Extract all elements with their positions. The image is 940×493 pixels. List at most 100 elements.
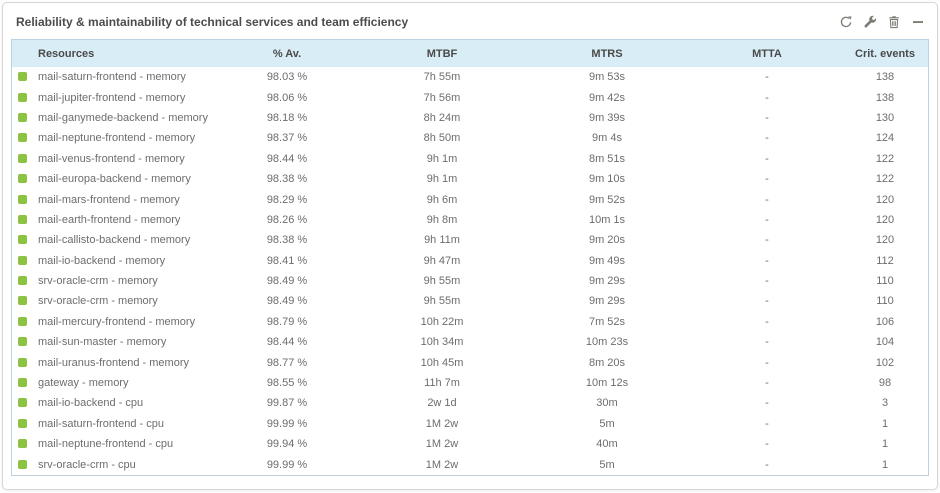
mtta-cell: -: [765, 438, 769, 451]
column-header-mtta[interactable]: MTTA: [692, 40, 842, 67]
status-ok-icon: [18, 133, 27, 143]
crit-events-cell: 122: [875, 152, 895, 165]
resource-name[interactable]: mail-ganymede-backend - memory: [38, 111, 208, 124]
status-ok-icon: [18, 418, 27, 428]
crit-events-cell: 122: [875, 173, 895, 186]
resource-name[interactable]: srv-oracle-crm - cpu: [38, 458, 136, 471]
mtrs-cell: 9m 42s: [588, 91, 626, 104]
resource-name[interactable]: mail-neptune-frontend - memory: [38, 132, 196, 145]
table-row: mail-ganymede-backend - memory 98.18 % 8h …: [12, 108, 928, 128]
mtta-cell: -: [765, 71, 769, 84]
availability-cell: 98.79 %: [266, 315, 308, 328]
resource-cell: mail-neptune-frontend - memory: [12, 128, 212, 148]
resource-name[interactable]: gateway - memory: [38, 377, 129, 390]
resource-name[interactable]: mail-io-backend - memory: [38, 254, 166, 267]
mtbf-cell: 7h 56m: [423, 91, 461, 104]
resource-name[interactable]: mail-callisto-backend - memory: [38, 234, 191, 247]
mtta-cell: -: [765, 315, 769, 328]
minus-icon: [912, 20, 923, 23]
status-ok-icon: [18, 316, 27, 326]
mtta-cell: -: [765, 132, 769, 145]
widget-title: Reliability & maintainability of technic…: [16, 14, 409, 29]
availability-cell: 98.38 %: [266, 173, 308, 186]
mtta-cell: -: [765, 254, 769, 267]
availability-cell: 99.87 %: [266, 397, 308, 410]
resource-name[interactable]: mail-jupiter-frontend - memory: [38, 91, 186, 104]
resource-name[interactable]: srv-oracle-crm - memory: [38, 295, 158, 308]
resource-cell: mail-uranus-frontend - memory: [12, 352, 212, 372]
table-row: mail-mercury-frontend - memory 98.79 % 10h…: [12, 312, 928, 332]
mtta-cell: -: [765, 173, 769, 186]
resource-name[interactable]: mail-io-backend - cpu: [38, 397, 144, 410]
resource-cell: mail-mars-frontend - memory: [12, 189, 212, 209]
availability-cell: 98.44 %: [266, 152, 308, 165]
mtta-cell: -: [765, 234, 769, 247]
resource-cell: gateway - memory: [12, 373, 212, 393]
table-row: mail-saturn-frontend - memory 98.03 % 7h 5…: [12, 67, 928, 87]
crit-events-cell: 110: [876, 295, 894, 308]
column-header-resources[interactable]: Resources: [12, 40, 212, 67]
resource-cell: mail-europa-backend - memory: [12, 169, 212, 189]
status-ok-icon: [18, 92, 27, 102]
resource-name[interactable]: srv-oracle-crm - memory: [38, 275, 158, 288]
trash-icon: [888, 15, 899, 28]
crit-events-cell: 3: [881, 397, 889, 410]
resource-name[interactable]: mail-europa-backend - memory: [38, 173, 191, 186]
status-ok-icon: [18, 255, 27, 265]
table-row: srv-oracle-crm - memory 98.49 % 9h 55m 9m 2…: [12, 271, 928, 291]
resource-name[interactable]: mail-uranus-frontend - memory: [38, 356, 189, 369]
availability-cell: 98.29 %: [266, 193, 308, 206]
mtta-cell: -: [765, 377, 769, 390]
mtrs-cell: 9m 49s: [588, 254, 626, 267]
resource-cell: mail-saturn-frontend - cpu: [12, 414, 212, 434]
column-header-crit-events[interactable]: Crit. events: [842, 40, 928, 67]
table-row: srv-oracle-crm - cpu 99.99 % 1M 2w 5m - 1: [12, 454, 928, 474]
crit-events-cell: 106: [875, 315, 895, 328]
widget-toolbar: [838, 14, 925, 29]
refresh-button[interactable]: [838, 14, 853, 29]
widget-header: Reliability & maintainability of technic…: [3, 3, 937, 39]
mtbf-cell: 11h 7m: [424, 377, 460, 390]
resource-name[interactable]: mail-neptune-frontend - cpu: [38, 438, 174, 451]
mtrs-cell: 9m 29s: [588, 295, 626, 308]
mtrs-cell: 10m 1s: [588, 213, 626, 226]
resource-cell: mail-saturn-frontend - memory: [12, 67, 212, 87]
status-ok-icon: [18, 337, 27, 347]
status-ok-icon: [18, 357, 27, 367]
mtbf-cell: 10h 45m: [420, 356, 464, 369]
resource-name[interactable]: mail-saturn-frontend - memory: [38, 71, 186, 84]
mtta-cell: -: [765, 91, 769, 104]
status-ok-icon: [18, 459, 27, 469]
mtbf-cell: 10h 34m: [420, 336, 464, 349]
mtrs-cell: 5m: [599, 417, 615, 430]
delete-button[interactable]: [886, 14, 901, 29]
mtta-cell: -: [765, 356, 769, 369]
column-header-mtbf[interactable]: MTBF: [362, 40, 522, 67]
resource-cell: mail-jupiter-frontend - memory: [12, 87, 212, 107]
configure-button[interactable]: [862, 14, 877, 29]
table-row: mail-sun-master - memory 98.44 % 10h 34m 10…: [12, 332, 928, 352]
mtta-cell: -: [765, 397, 769, 410]
mtbf-cell: 9h 11m: [424, 234, 460, 247]
column-header-mtrs[interactable]: MTRS: [522, 40, 692, 67]
table-row: mail-neptune-frontend - cpu 99.94 % 1M 2w 4…: [12, 434, 928, 454]
resource-name[interactable]: mail-earth-frontend - memory: [38, 213, 181, 226]
availability-cell: 98.18 %: [266, 111, 308, 124]
mtta-cell: -: [765, 458, 769, 471]
crit-events-cell: 102: [875, 356, 895, 369]
mtta-cell: -: [765, 111, 769, 124]
resource-name[interactable]: mail-venus-frontend - memory: [38, 152, 185, 165]
resource-cell: srv-oracle-crm - memory: [12, 271, 212, 291]
resource-cell: mail-io-backend - cpu: [12, 393, 212, 413]
resource-name[interactable]: mail-mars-frontend - memory: [38, 193, 180, 206]
resource-name[interactable]: mail-mercury-frontend - memory: [38, 315, 196, 328]
crit-events-cell: 104: [875, 336, 895, 349]
resource-name[interactable]: mail-saturn-frontend - cpu: [38, 417, 164, 430]
resource-name[interactable]: mail-sun-master - memory: [38, 336, 167, 349]
column-header-availability[interactable]: % Av.: [212, 40, 362, 67]
table-header: Resources % Av. MTBF MTRS MTTA Crit. eve…: [12, 40, 928, 67]
status-ok-icon: [18, 153, 27, 163]
mtbf-cell: 8h 24m: [423, 111, 461, 124]
status-ok-icon: [18, 439, 27, 449]
collapse-button[interactable]: [910, 14, 925, 29]
